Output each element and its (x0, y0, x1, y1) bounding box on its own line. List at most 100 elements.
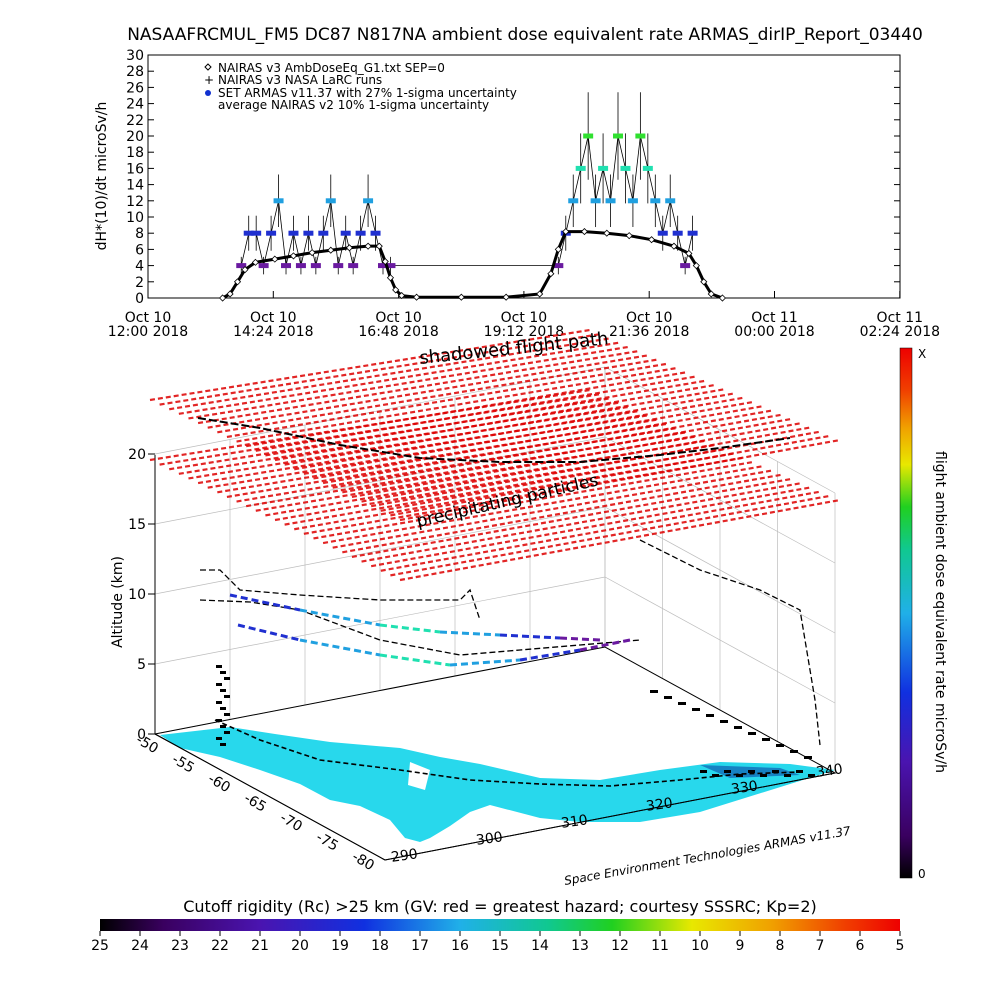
armas-point (650, 198, 661, 204)
particle-row (217, 358, 658, 434)
dash-marker (776, 744, 784, 747)
y-tick-label: 6 (135, 242, 144, 258)
armas-point (333, 263, 344, 269)
z-tick-label: 0 (137, 727, 146, 743)
lon-tick-label: 330 (730, 778, 759, 798)
shadowed-track-c (639, 539, 821, 746)
particle-row (207, 354, 648, 429)
armas-path-segment (519, 648, 581, 662)
z-tick-label: 20 (128, 447, 146, 463)
x-tick-label-time: 00:00 2018 (734, 324, 814, 340)
armas-point (325, 198, 336, 204)
armas-point (273, 198, 284, 204)
cutoff-title: Cutoff rigidity (Rc) >25 km (GV: red = g… (183, 897, 817, 916)
armas-point (575, 165, 586, 171)
cutoff-tick-label: 21 (251, 938, 269, 954)
legend-item-0: NAIRAS v3 AmbDoseEq_G1.txt SEP=0 (218, 61, 445, 75)
x-tick-label-date: Oct 10 (125, 310, 171, 326)
x-tick-label-date: Oct 10 (375, 310, 421, 326)
3d-lon-axis (384, 772, 836, 861)
armas-point (258, 263, 269, 269)
x-tick-label-time: 02:24 2018 (860, 324, 940, 340)
armas-point (355, 230, 366, 236)
dash-marker (784, 774, 791, 777)
ground-projection (214, 719, 801, 787)
armas-point (236, 263, 247, 269)
cutoff-tick-label: 10 (691, 938, 709, 954)
particle-row (390, 434, 831, 517)
nairas-point (226, 290, 234, 298)
precipitating-particles-sheet (149, 328, 841, 582)
nairas-point (375, 242, 383, 250)
dash-marker (678, 702, 686, 705)
cutoff-tick-label: 15 (491, 938, 509, 954)
particle-row (370, 486, 812, 568)
armas-point (348, 263, 359, 269)
armas-point (266, 230, 277, 236)
dash-marker (762, 738, 770, 741)
particle-row (332, 409, 773, 489)
dash-marker (748, 732, 756, 735)
nairas-point (271, 255, 279, 263)
armas-point (680, 263, 691, 269)
lat-tick-label: -80 (349, 849, 377, 874)
armas-point (635, 133, 646, 139)
nairas-point (700, 278, 708, 286)
armas-path-segment (579, 638, 631, 652)
x-tick-label-time: 19:12 2018 (484, 324, 564, 340)
nairas-point (718, 294, 727, 302)
dash-marker (796, 770, 803, 773)
armas-point (583, 133, 594, 139)
y-tick-label: 22 (126, 113, 144, 129)
nairas-point (625, 232, 633, 240)
legend-item-3: average NAIRAS v2 10% 1-sigma uncertaint… (218, 98, 489, 112)
legend-diamond-marker (204, 63, 212, 71)
armas-point (303, 230, 314, 236)
particle-row (274, 383, 716, 462)
armas-point (340, 230, 351, 236)
armas-point (318, 230, 329, 236)
3d-lat-axis (154, 733, 386, 861)
dash-marker (224, 677, 230, 680)
armas-path-segment (299, 638, 381, 657)
nairas-point (692, 262, 700, 270)
nairas-point (381, 257, 389, 266)
armas-point (672, 230, 683, 236)
particle-row (197, 350, 639, 425)
cutoff-tick-label: 24 (131, 938, 149, 954)
dash-marker (650, 690, 658, 693)
x-tick-label-date: Oct 11 (751, 310, 797, 326)
nairas-point (386, 274, 395, 282)
nairas-point (536, 290, 544, 298)
dash-marker (216, 701, 222, 704)
cutoff-tick-label: 20 (291, 938, 309, 954)
dash-marker (692, 708, 700, 711)
particle-row (332, 469, 773, 549)
armas-path-segment (229, 593, 301, 612)
dash-marker (220, 707, 226, 710)
y-tick-label: 8 (135, 226, 144, 242)
particle-row (322, 405, 764, 485)
cutoff-colorbar (100, 919, 900, 931)
armas-connector (240, 135, 693, 267)
cutoff-tick-label: 16 (451, 938, 469, 954)
y-tick-label: 4 (135, 259, 144, 275)
legend-item-1: NAIRAS v3 NASA LaRC runs (218, 73, 382, 87)
x-tick-label-time: 12:00 2018 (108, 324, 188, 340)
lon-tick-label: 340 (815, 761, 844, 781)
legend-plus-marker: + (204, 73, 214, 87)
dash-marker (216, 737, 222, 740)
particle-row (169, 337, 610, 411)
altitude-ticks: 0 5 10 15 20 (128, 447, 155, 743)
shadowed-track-b (199, 599, 641, 656)
dash-marker (216, 665, 222, 668)
nairas-point (251, 258, 259, 266)
y-tick-label: 18 (126, 145, 144, 161)
nairas-point (289, 252, 298, 260)
dash-marker (220, 725, 226, 728)
lon-tick-label: 320 (645, 795, 674, 815)
nairas-point (241, 266, 249, 274)
nairas-point (547, 270, 555, 278)
